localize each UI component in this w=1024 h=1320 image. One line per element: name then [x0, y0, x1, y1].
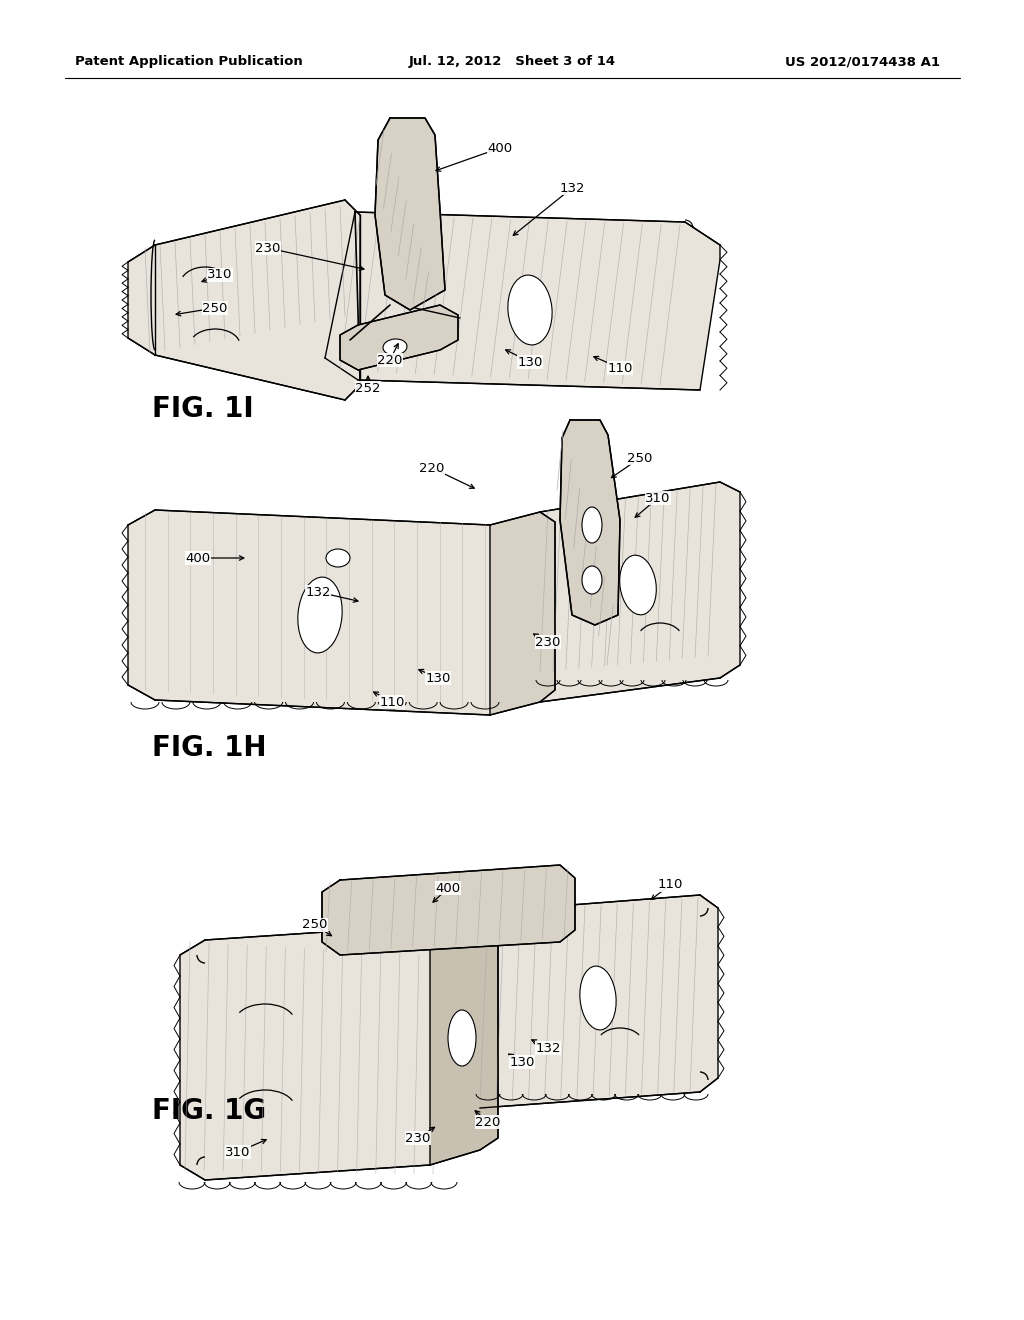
Polygon shape [540, 482, 740, 702]
Polygon shape [490, 512, 555, 715]
Text: 220: 220 [419, 462, 444, 474]
Text: 400: 400 [185, 552, 211, 565]
Ellipse shape [298, 577, 342, 653]
Text: Jul. 12, 2012   Sheet 3 of 14: Jul. 12, 2012 Sheet 3 of 14 [409, 55, 615, 69]
Ellipse shape [383, 339, 407, 355]
Polygon shape [340, 305, 458, 370]
Ellipse shape [580, 966, 616, 1030]
Polygon shape [480, 895, 718, 1107]
Ellipse shape [582, 566, 602, 594]
Text: 400: 400 [435, 882, 461, 895]
Polygon shape [180, 925, 450, 1180]
Polygon shape [322, 865, 575, 954]
Text: 110: 110 [379, 696, 404, 709]
Ellipse shape [620, 556, 656, 615]
Text: 230: 230 [255, 242, 281, 255]
Text: FIG. 1H: FIG. 1H [152, 734, 266, 763]
Text: 132: 132 [305, 586, 331, 598]
Polygon shape [375, 117, 445, 310]
Polygon shape [325, 213, 720, 389]
Text: 310: 310 [225, 1146, 251, 1159]
Text: 230: 230 [406, 1131, 431, 1144]
Text: 400: 400 [487, 141, 513, 154]
Ellipse shape [582, 507, 602, 543]
Text: 110: 110 [657, 879, 683, 891]
Text: US 2012/0174438 A1: US 2012/0174438 A1 [785, 55, 940, 69]
Text: FIG. 1I: FIG. 1I [152, 395, 253, 424]
Text: 130: 130 [425, 672, 451, 685]
Text: 250: 250 [628, 451, 652, 465]
Text: FIG. 1G: FIG. 1G [152, 1097, 265, 1126]
Polygon shape [430, 912, 498, 1166]
Text: 230: 230 [536, 635, 561, 648]
Text: 252: 252 [355, 381, 381, 395]
Text: 132: 132 [559, 181, 585, 194]
Polygon shape [560, 420, 620, 624]
Text: 220: 220 [475, 1115, 501, 1129]
Text: 130: 130 [509, 1056, 535, 1068]
Polygon shape [128, 510, 510, 715]
Text: Patent Application Publication: Patent Application Publication [75, 55, 303, 69]
Text: 130: 130 [517, 355, 543, 368]
Polygon shape [128, 201, 360, 400]
Ellipse shape [508, 275, 552, 345]
Text: 110: 110 [607, 362, 633, 375]
Text: 250: 250 [302, 919, 328, 932]
Text: 310: 310 [207, 268, 232, 281]
Text: 310: 310 [645, 491, 671, 504]
Text: 132: 132 [536, 1041, 561, 1055]
Ellipse shape [449, 1010, 476, 1067]
Ellipse shape [326, 549, 350, 568]
Text: 220: 220 [377, 354, 402, 367]
Text: 250: 250 [203, 301, 227, 314]
